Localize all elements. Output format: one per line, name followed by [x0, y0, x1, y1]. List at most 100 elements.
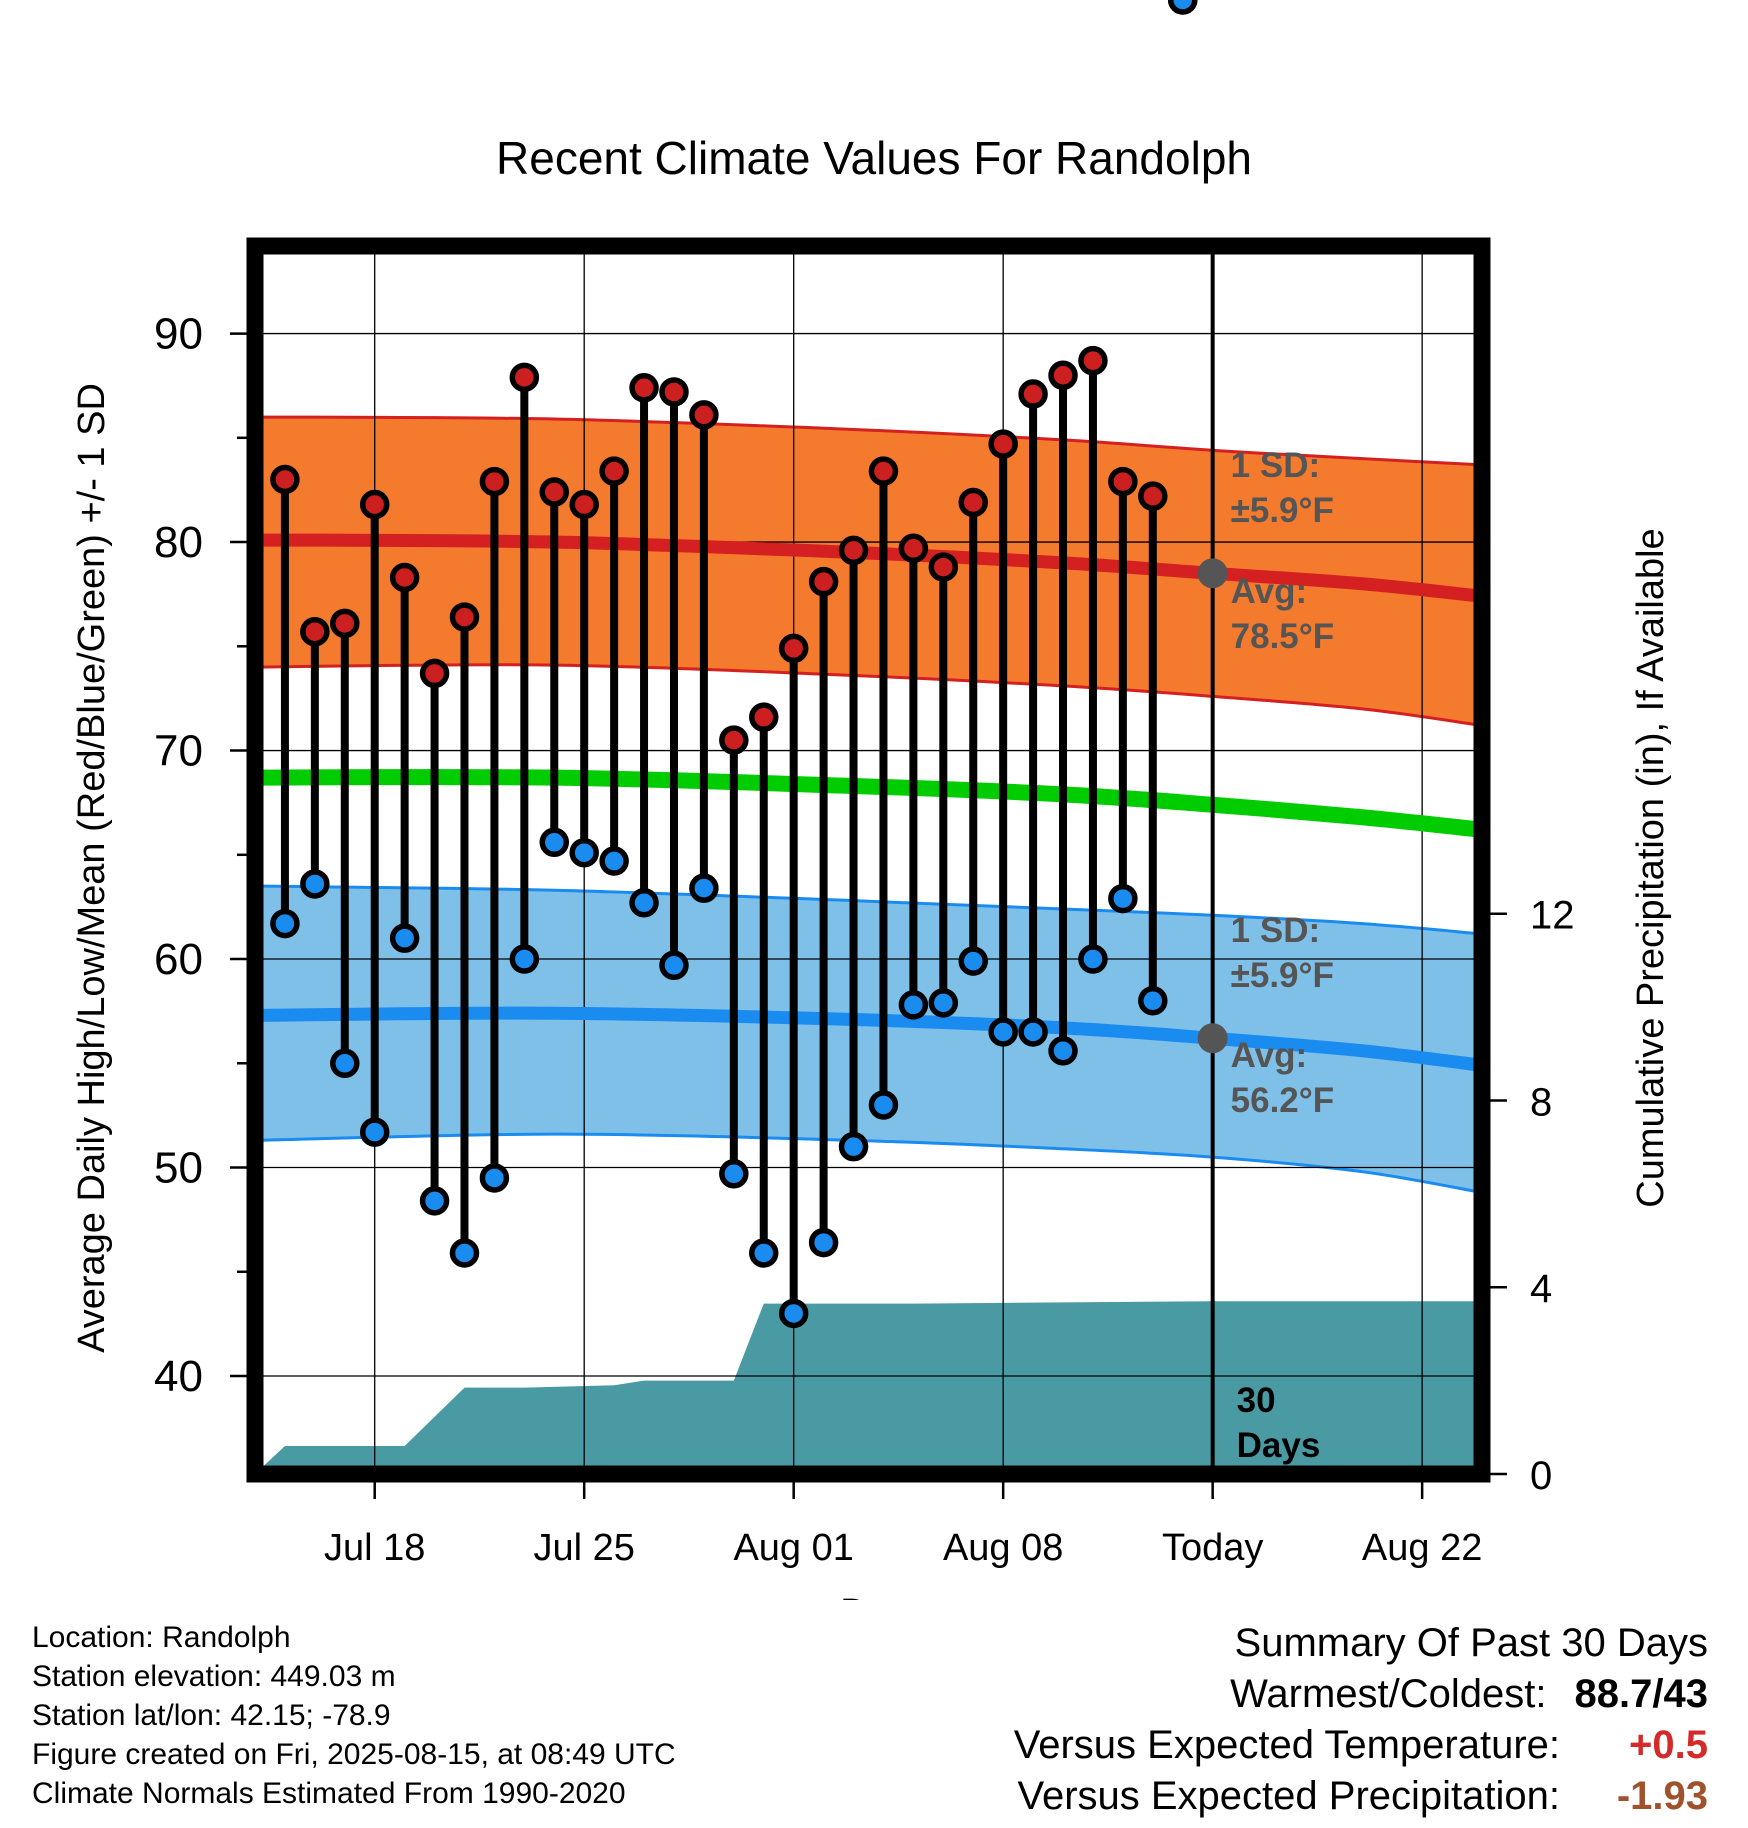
daily-low-point — [901, 993, 925, 1017]
precip-row: Versus Expected Precipitation: -1.93 — [1014, 1771, 1708, 1822]
normals-text: Climate Normals Estimated From 1990-2020 — [32, 1774, 676, 1813]
low-avg-label: Avg: — [1231, 1036, 1307, 1075]
daily-low-point — [931, 991, 955, 1015]
y2-tick-label: 12 — [1530, 894, 1575, 938]
y2-tick-label: 0 — [1530, 1454, 1552, 1498]
daily-low-point — [452, 1241, 476, 1265]
warmest-label: Warmest/Coldest: — [1230, 1669, 1546, 1720]
daily-low-point — [632, 891, 656, 915]
high-avg-label: Avg: — [1231, 572, 1307, 611]
daily-low-point — [333, 1051, 357, 1075]
elevation-text: Station elevation: 449.03 m — [32, 1657, 676, 1696]
days-label-word: Days — [1237, 1426, 1321, 1465]
daily-high-point — [542, 480, 566, 504]
daily-high-point — [782, 636, 806, 660]
daily-low-point — [1021, 1020, 1045, 1044]
daily-high-point — [333, 611, 357, 635]
avg-mean-line — [255, 777, 1482, 830]
daily-high-point — [423, 661, 447, 685]
daily-low-point — [542, 830, 566, 854]
daily-low-point — [363, 1120, 387, 1144]
daily-high-point — [632, 376, 656, 400]
y-tick-label: 40 — [154, 1352, 203, 1401]
daily-low-point — [572, 841, 596, 865]
daily-low-point — [722, 1162, 746, 1186]
y-tick-label: 70 — [154, 727, 203, 776]
precip-label: Versus Expected Precipitation: — [1017, 1771, 1560, 1822]
latlon-text: Station lat/lon: 42.15; -78.9 — [32, 1696, 676, 1735]
station-info: Location: Randolph Station elevation: 44… — [32, 1618, 676, 1813]
y2-axis-label: Cumulative Precipitation (in), If Availa… — [1630, 528, 1672, 1207]
daily-low-point — [752, 1241, 776, 1265]
daily-high-point — [1081, 349, 1105, 373]
temp-label: Versus Expected Temperature: — [1014, 1720, 1560, 1771]
today-avg-low-marker — [1198, 1023, 1228, 1053]
daily-low-point — [1171, 0, 1195, 12]
climate-chart: Recent Climate Values For Randolph405060… — [0, 0, 1748, 1600]
daily-low-point — [512, 947, 536, 971]
daily-low-point — [1051, 1039, 1075, 1063]
daily-high-point — [662, 380, 686, 404]
daily-high-point — [991, 432, 1015, 456]
x-tick-label: Aug 01 — [733, 1527, 853, 1569]
daily-low-point — [662, 953, 686, 977]
daily-high-point — [901, 536, 925, 560]
temp-value: +0.5 — [1588, 1720, 1708, 1771]
daily-low-point — [482, 1166, 506, 1190]
daily-low-point — [812, 1231, 836, 1255]
daily-bar — [1171, 0, 1195, 12]
daily-high-point — [602, 459, 626, 483]
daily-high-point — [812, 570, 836, 594]
daily-low-point — [423, 1189, 447, 1213]
daily-high-point — [482, 470, 506, 494]
x-axis-label: Day — [840, 1592, 908, 1600]
daily-low-point — [602, 849, 626, 873]
daily-low-point — [692, 876, 716, 900]
daily-high-point — [512, 365, 536, 389]
x-tick-label: Aug 08 — [943, 1527, 1063, 1569]
days-label-count: 30 — [1237, 1381, 1276, 1420]
y-tick-label: 80 — [154, 518, 203, 567]
daily-high-point — [752, 705, 776, 729]
today-avg-high-marker — [1198, 558, 1228, 588]
daily-high-point — [363, 493, 387, 517]
daily-high-point — [722, 728, 746, 752]
daily-high-point — [1111, 470, 1135, 494]
daily-low-point — [991, 1020, 1015, 1044]
low-sd-value: ±5.9°F — [1231, 956, 1334, 995]
x-tick-label: Aug 22 — [1362, 1527, 1482, 1569]
y2-tick-label: 4 — [1530, 1267, 1552, 1311]
daily-high-point — [842, 538, 866, 562]
high-sd-label: 1 SD: — [1231, 446, 1320, 485]
y-tick-label: 90 — [154, 310, 203, 359]
daily-low-point — [393, 926, 417, 950]
daily-high-point — [692, 403, 716, 427]
temp-row: Versus Expected Temperature: +0.5 — [1014, 1720, 1708, 1771]
y-tick-label: 60 — [154, 935, 203, 984]
high-avg-value: 78.5°F — [1231, 617, 1335, 656]
chart-title: Recent Climate Values For Randolph — [496, 132, 1252, 184]
daily-high-point — [393, 565, 417, 589]
low-sd-label: 1 SD: — [1231, 911, 1320, 950]
x-tick-label: Jul 18 — [324, 1527, 425, 1569]
daily-low-point — [842, 1135, 866, 1159]
daily-high-point — [303, 620, 327, 644]
low-avg-value: 56.2°F — [1231, 1081, 1335, 1120]
daily-low-point — [303, 872, 327, 896]
high-sd-value: ±5.9°F — [1231, 491, 1334, 530]
daily-low-point — [1081, 947, 1105, 971]
daily-low-point — [1111, 887, 1135, 911]
precip-value: -1.93 — [1588, 1771, 1708, 1822]
daily-low-point — [871, 1093, 895, 1117]
daily-low-point — [273, 912, 297, 936]
daily-high-point — [572, 493, 596, 517]
daily-high-point — [1141, 484, 1165, 508]
daily-high-point — [1021, 382, 1045, 406]
daily-high-point — [871, 459, 895, 483]
warmest-value: 88.7/43 — [1575, 1669, 1708, 1720]
x-tick-label: Jul 25 — [533, 1527, 634, 1569]
daily-high-point — [273, 468, 297, 492]
summary-title: Summary Of Past 30 Days — [1014, 1618, 1708, 1669]
y-axis-label: Average Daily High/Low/Mean (Red/Blue/Gr… — [71, 383, 113, 1353]
daily-low-point — [782, 1301, 806, 1325]
